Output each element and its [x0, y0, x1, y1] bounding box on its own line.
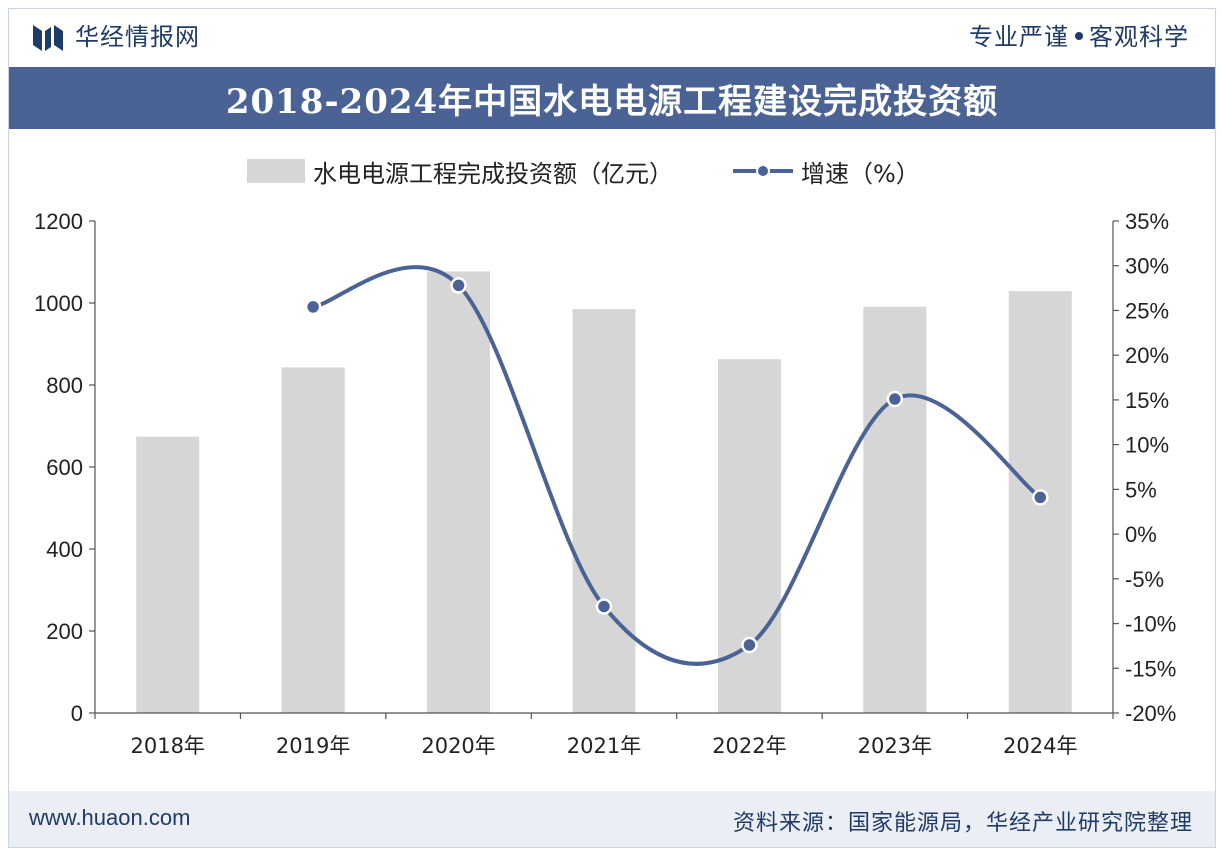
growth-line — [312, 265, 1042, 666]
legend-line-swatch — [733, 164, 793, 178]
y-right-tick-2: -10% — [1125, 612, 1176, 637]
slogan-left: 专业严谨 — [969, 23, 1069, 51]
growth-point-6 — [1032, 489, 1049, 506]
y-left-tick-2: 400 — [46, 537, 83, 562]
growth-point-4 — [741, 636, 758, 654]
y-left-tick-6: 1200 — [34, 209, 83, 234]
brand-logo-icon — [33, 25, 63, 51]
x-tick-4: 2022年 — [712, 734, 786, 758]
y-right-tick-10: 30% — [1125, 254, 1169, 279]
y-right-tick-7: 15% — [1125, 388, 1169, 413]
y-right-tick-0: -20% — [1125, 701, 1176, 726]
footer: www.huaon.com 资料来源：国家能源局，华经产业研究院整理 — [9, 791, 1215, 847]
slogan: 专业严谨 客观科学 — [969, 21, 1189, 53]
footer-website[interactable]: www.huaon.com — [29, 805, 191, 830]
y-right-tick-3: -5% — [1125, 567, 1164, 592]
brand-name: 华经情报网 — [75, 23, 200, 51]
growth-point-2 — [450, 277, 467, 294]
y-right-tick-9: 25% — [1125, 298, 1169, 323]
x-tick-6: 2024年 — [1003, 734, 1077, 758]
legend-line-label: 增速（%） — [801, 159, 920, 188]
legend-bar-swatch — [247, 159, 305, 183]
y-right-tick-6: 10% — [1125, 433, 1169, 458]
growth-point-1 — [304, 298, 322, 316]
y-right-tick-4: 0% — [1125, 522, 1157, 547]
footer-source: 资料来源：国家能源局，华经产业研究院整理 — [732, 811, 1193, 836]
y-right-tick-5: 5% — [1125, 477, 1157, 502]
x-tick-3: 2021年 — [567, 734, 641, 758]
y-left-tick-5: 1000 — [34, 291, 83, 316]
x-tick-0: 2018年 — [130, 734, 204, 758]
y-left-tick-4: 800 — [46, 373, 83, 398]
bar-4 — [717, 359, 781, 713]
y-right-tick-8: 20% — [1125, 343, 1169, 368]
bar-0 — [136, 436, 200, 713]
bar-5 — [863, 306, 927, 713]
header: 华经情报网 专业严谨 客观科学 — [9, 9, 1215, 65]
chart-plot: 0 200 400 600 800 1000 1200 -20% -15% -10% -5% 0% 5%… — [34, 209, 1176, 758]
chart-frame: 华经情报网 专业严谨 客观科学 2018-2024年中国水电电源工程建设完成投资额… — [8, 8, 1216, 848]
y-right-tick-1: -15% — [1125, 656, 1176, 681]
bar-2 — [427, 271, 491, 713]
x-tick-2: 2020年 — [421, 734, 495, 758]
legend-bar-label: 水电电源工程完成投资额（亿元） — [313, 159, 673, 188]
slogan-dot — [1075, 32, 1083, 40]
growth-point-5 — [886, 390, 904, 408]
title-bar: 2018-2024年中国水电电源工程建设完成投资额 — [9, 67, 1215, 129]
bar-1 — [281, 367, 345, 713]
y-left-tick-0: 0 — [71, 701, 83, 726]
y-left-tick-3: 600 — [46, 455, 83, 480]
growth-point-3 — [595, 598, 613, 615]
y-right-tick-11: 35% — [1125, 209, 1169, 234]
chart-title: 2018-2024年中国水电电源工程建设完成投资额 — [225, 81, 999, 122]
legend: 水电电源工程完成投资额（亿元） 增速（%） — [247, 153, 920, 189]
x-tick-5: 2023年 — [858, 734, 932, 758]
y-left-tick-1: 200 — [46, 619, 83, 644]
bar-3 — [572, 309, 636, 713]
x-tick-1: 2019年 — [276, 734, 350, 758]
slogan-right: 客观科学 — [1089, 23, 1189, 51]
